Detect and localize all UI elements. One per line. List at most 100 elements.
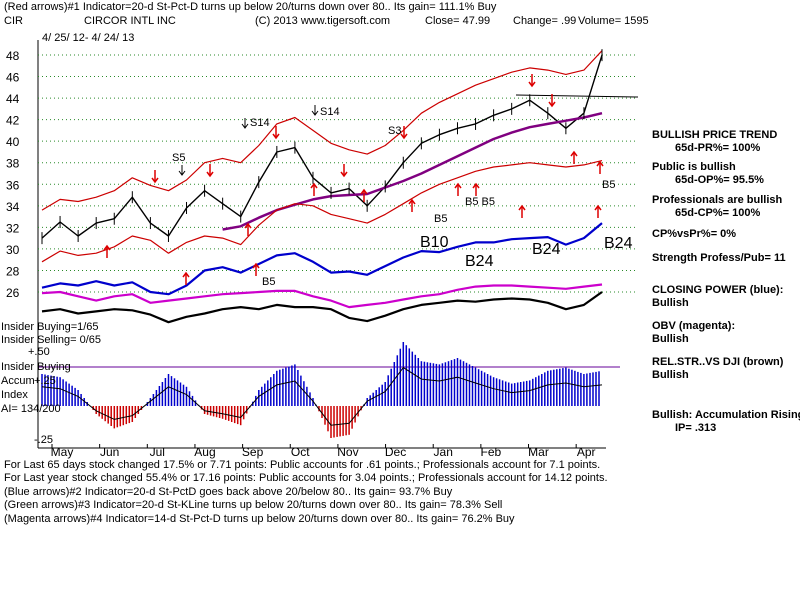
accumulation-bars	[41, 342, 603, 438]
red-arrow-head	[340, 171, 348, 178]
y-tick-labels: 26 28 30 32 34 36 38 40 42 44 46 48	[6, 49, 20, 300]
resistance-line	[515, 94, 639, 98]
red-arrow-head	[408, 198, 416, 205]
public-bullish: Public is bullish	[652, 161, 736, 173]
red-arrow-head	[252, 262, 260, 269]
header-change: Change= .99	[513, 15, 577, 27]
insider-buying-ratio: Insider Buying=1/65	[1, 321, 99, 333]
signal-b5b5: B5 B5	[465, 196, 495, 208]
signal-s14-right: S14	[320, 106, 340, 118]
x-tick-label: May	[51, 445, 74, 459]
x-tick-label: Aug	[194, 445, 215, 459]
black-arrow-head	[241, 123, 249, 129]
red-arrow-head	[548, 101, 556, 108]
x-tick-label: Nov	[337, 445, 358, 459]
obv-status: Bullish	[652, 333, 689, 345]
strength-value: Strength Profess/Pub= 11	[652, 252, 786, 264]
accum-minus25: -.25	[34, 434, 53, 446]
pros-bullish: Professionals are bullish	[652, 194, 783, 206]
y-tick-label: 46	[6, 71, 20, 85]
cpvspr-value: CP%vsPr%= 0%	[652, 228, 737, 240]
red-arrow-head	[360, 188, 368, 195]
signal-s14-left: S14	[250, 117, 270, 129]
obv-label: OBV (magenta):	[652, 320, 736, 332]
header-company: CIRCOR INTL INC	[84, 15, 176, 27]
series-close	[41, 54, 603, 239]
series-closing-power	[41, 222, 603, 296]
y-tick-label: 40	[6, 135, 20, 149]
red-arrow-head	[518, 204, 526, 211]
red-arrow-head	[400, 133, 408, 140]
red-arrow-head	[594, 204, 602, 211]
x-tick-labels: May Jun Jul Aug Sep Oct Nov Dec Jan Feb Mar Apr	[51, 444, 596, 459]
accum-label: Accum	[1, 375, 35, 387]
accum-signal-line	[41, 366, 603, 426]
x-tick-label: Mar	[528, 445, 549, 459]
chart-series	[41, 49, 603, 324]
red-arrow-head	[528, 81, 536, 88]
y-tick-label: 30	[6, 243, 20, 257]
accum-plus50: +.50	[28, 346, 50, 358]
x-tick-label: Apr	[577, 445, 596, 459]
header-date-range: 4/ 25/ 12- 4/ 24/ 13	[42, 32, 135, 44]
y-tick-label: 36	[6, 178, 20, 192]
insider-selling-ratio: Insider Selling= 0/65	[1, 334, 101, 346]
red-arrow-head	[206, 171, 214, 178]
ip-value: IP= .313	[675, 422, 717, 434]
index-label: Index	[1, 389, 28, 401]
y-tick-label: 34	[6, 200, 20, 214]
x-tick-label: Jan	[434, 445, 453, 459]
signal-b5-mid: B5	[434, 213, 448, 225]
insider-buying-label: Insider Buying	[1, 361, 71, 373]
x-tick-label: Oct	[291, 445, 310, 459]
y-tick-label: 42	[6, 114, 20, 128]
red-arrow-head	[272, 133, 280, 140]
footer-magenta-arrows: (Magenta arrows)#4 Indicator=14-d St-Pct…	[4, 513, 515, 525]
signal-b5-right: B5	[602, 179, 616, 191]
signal-b5-lower: B5	[262, 276, 276, 288]
series-rel-str-vs-dji	[41, 291, 603, 324]
y-tick-label: 38	[6, 157, 20, 171]
footer-65day: For Last 65 days stock changed 17.5% or …	[4, 459, 601, 471]
red-arrow-head	[182, 271, 190, 278]
ai-label: AI= 134/200	[1, 403, 61, 415]
signal-s3: S3	[388, 125, 402, 137]
red-arrow-head	[596, 160, 604, 167]
relstr-status: Bullish	[652, 369, 689, 381]
x-tick-label: Dec	[385, 445, 406, 459]
signal-s5: S5	[172, 152, 186, 164]
bullish-trend: BULLISH PRICE TREND	[652, 129, 778, 141]
x-tick-label: Jul	[150, 445, 165, 459]
red-arrow-head	[310, 182, 318, 189]
header-close: Close= 47.99	[425, 15, 491, 27]
series-obv	[41, 283, 603, 309]
op-value: 65d-OP%= 95.5%	[675, 174, 764, 186]
red-arrow-head	[103, 244, 111, 251]
y-tick-label: 26	[6, 286, 20, 300]
header-indicator-line: (Red arrows)#1 Indicator=20-d St-Pct-D t…	[4, 1, 497, 13]
accum-plus25: +.25	[34, 375, 56, 387]
red-arrow-head	[570, 150, 578, 157]
closing-power-status: Bullish	[652, 297, 689, 309]
signal-b10: B10	[420, 234, 449, 251]
signal-arrows	[103, 74, 604, 285]
chart-grid	[37, 40, 639, 449]
footer-green-arrows: (Green arrows)#3 Indicator=20-d St-KLine…	[4, 499, 503, 511]
signal-b24-b: B24	[532, 241, 561, 258]
footer-year: For Last year stock changed 55.4% or 17.…	[4, 472, 608, 484]
black-arrow-head	[178, 170, 186, 176]
y-tick-label: 48	[6, 49, 20, 63]
cp-value: 65d-CP%= 100%	[675, 207, 761, 219]
footer-blue-arrows: (Blue arrows)#2 Indicator=20-d St-PctD g…	[4, 486, 453, 498]
header-copyright: (C) 2013 www.tigersoft.com	[255, 15, 391, 27]
y-tick-label: 28	[6, 264, 20, 278]
signal-b24-a: B24	[465, 253, 494, 270]
header-ticker: CIR	[4, 15, 23, 27]
header-volume: Volume= 1595	[578, 15, 649, 27]
y-tick-label: 44	[6, 92, 20, 106]
closing-power-label: CLOSING POWER (blue):	[652, 284, 784, 296]
accum-rising: Bullish: Accumulation Rising	[652, 409, 800, 421]
y-tick-label: 32	[6, 221, 20, 235]
red-arrow-head	[454, 182, 462, 189]
